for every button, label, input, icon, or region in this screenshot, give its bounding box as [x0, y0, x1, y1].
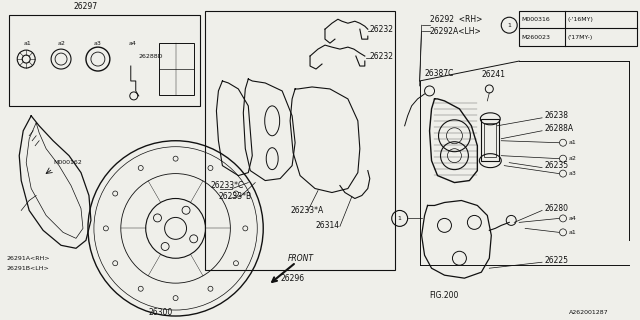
Text: 26292A<LH>: 26292A<LH> [429, 27, 481, 36]
Text: 26292  <RH>: 26292 <RH> [429, 15, 482, 24]
Text: 26314: 26314 [315, 221, 339, 230]
Text: 26296: 26296 [280, 274, 304, 283]
Text: a3: a3 [569, 171, 577, 176]
Text: ('17MY-): ('17MY-) [568, 35, 593, 40]
Text: a1: a1 [569, 140, 577, 145]
Bar [205, 11, 395, 270]
Text: 26387C: 26387C [424, 68, 454, 77]
Text: A262001287: A262001287 [569, 309, 609, 315]
Text: 26232: 26232 [370, 52, 394, 60]
Text: a1: a1 [569, 230, 577, 235]
Text: 26288A: 26288A [544, 124, 573, 133]
Text: 1: 1 [397, 216, 402, 221]
Text: 26300: 26300 [148, 308, 173, 316]
Text: a2: a2 [569, 156, 577, 161]
Text: 26288D: 26288D [139, 53, 163, 59]
Bar [484, 123, 496, 157]
Text: 26225: 26225 [544, 256, 568, 265]
Text: 26233*C: 26233*C [211, 181, 244, 190]
Text: 26238: 26238 [544, 111, 568, 120]
Text: 26233*A: 26233*A [290, 206, 323, 215]
Text: M000316: M000316 [521, 17, 550, 22]
Bar [9, 15, 200, 106]
Bar [159, 43, 193, 95]
Text: 26232: 26232 [370, 25, 394, 34]
Bar [481, 119, 499, 161]
Text: FRONT: FRONT [288, 254, 314, 263]
Text: a3: a3 [94, 41, 102, 46]
Text: a1: a1 [23, 41, 31, 46]
Text: a2: a2 [58, 41, 66, 46]
Text: 26241: 26241 [481, 69, 506, 78]
Text: 1: 1 [508, 23, 511, 28]
Text: a4: a4 [129, 41, 137, 46]
Text: M260023: M260023 [521, 35, 550, 40]
Text: 26233*B: 26233*B [218, 192, 252, 201]
Text: 26235: 26235 [544, 161, 568, 170]
Text: M000162: M000162 [53, 160, 82, 165]
Text: a4: a4 [569, 216, 577, 221]
Text: (-'16MY): (-'16MY) [568, 17, 594, 22]
Text: 26291A<RH>: 26291A<RH> [6, 256, 50, 261]
Text: 26291B<LH>: 26291B<LH> [6, 266, 49, 271]
Text: 26297: 26297 [74, 2, 98, 11]
Bar [519, 11, 637, 46]
Text: FIG.200: FIG.200 [429, 291, 459, 300]
Text: 26280: 26280 [544, 204, 568, 213]
